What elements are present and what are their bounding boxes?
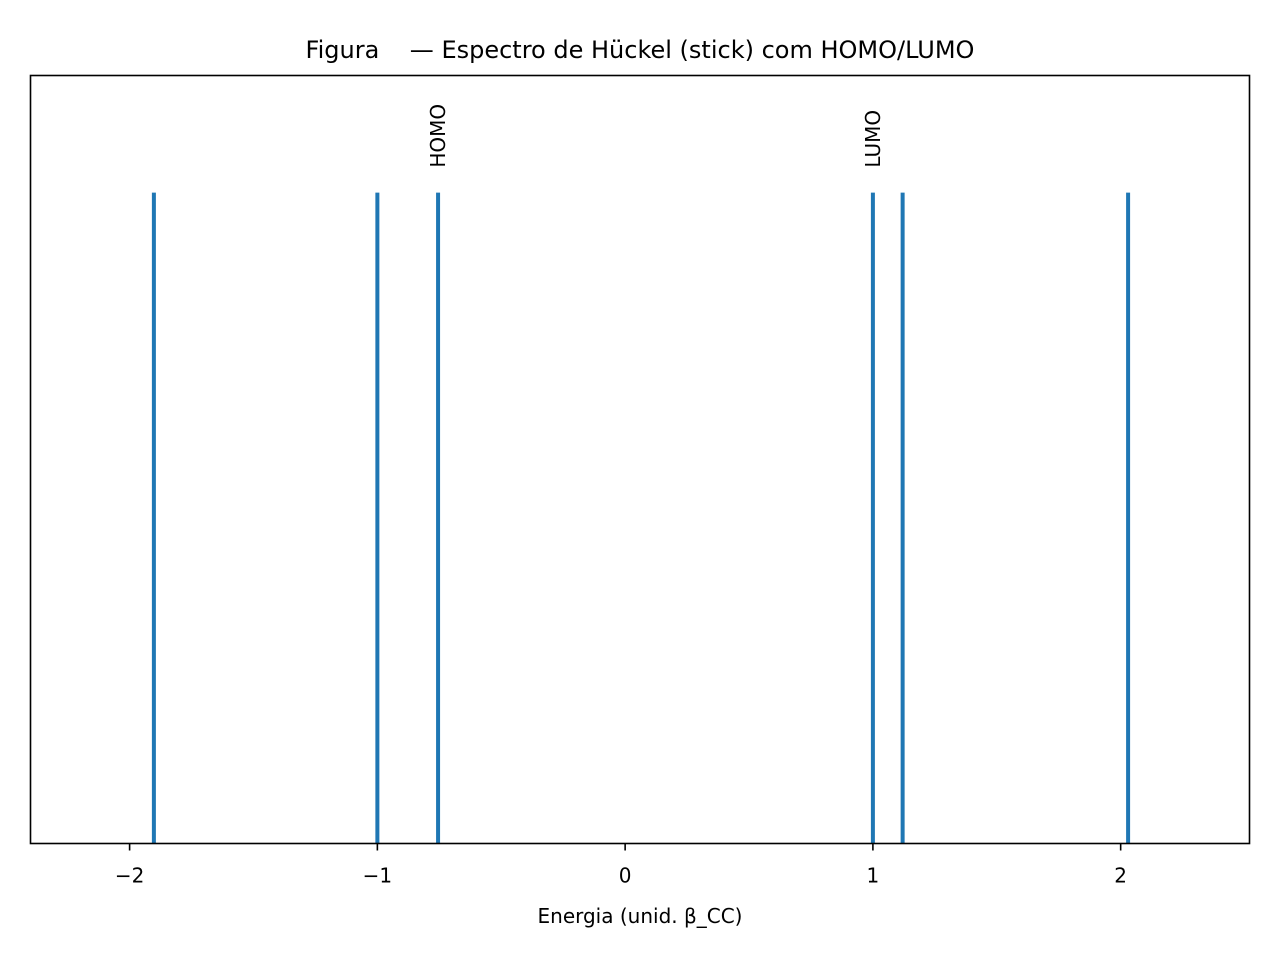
x-tick-label: 2 xyxy=(1114,864,1127,888)
x-tick-label: 1 xyxy=(867,864,880,888)
annotation-homo-label: HOMO xyxy=(426,104,450,168)
annotations: HOMO LUMO xyxy=(426,104,885,168)
chart-title: Figura — Espectro de Hückel (stick) com … xyxy=(306,36,975,64)
plot-frame xyxy=(29,74,1251,845)
stick-series xyxy=(151,192,1131,844)
x-axis-label: Energia (unid. β_CC) xyxy=(538,904,743,928)
x-axis-ticks: −2 −1 0 1 2 xyxy=(115,843,1127,888)
x-tick-label: −1 xyxy=(363,864,392,888)
x-tick-label: −2 xyxy=(115,864,144,888)
x-tick-label: 0 xyxy=(619,864,632,888)
annotation-lumo-label: LUMO xyxy=(861,110,885,168)
